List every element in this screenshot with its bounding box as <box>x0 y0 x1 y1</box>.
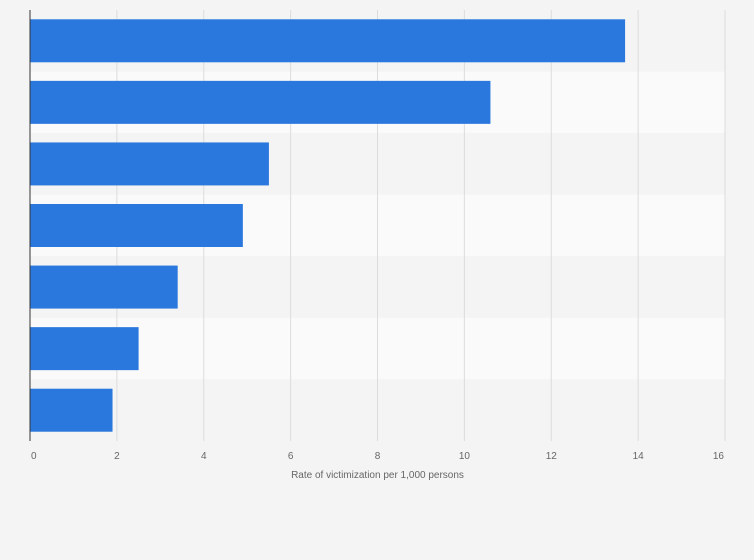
bar[interactable] <box>30 327 139 371</box>
x-tick-label: 14 <box>633 451 645 462</box>
bar[interactable] <box>30 19 626 63</box>
x-tick-label: 16 <box>713 451 725 462</box>
x-tick-label: 6 <box>288 451 294 462</box>
x-tick-label: 2 <box>114 451 120 462</box>
x-tick-label: 12 <box>546 451 558 462</box>
bar[interactable] <box>30 265 178 309</box>
bar[interactable] <box>30 142 269 186</box>
x-tick-label: 0 <box>31 451 37 462</box>
x-axis-title: Rate of victimization per 1,000 persons <box>291 470 464 481</box>
bar[interactable] <box>30 80 491 124</box>
x-tick-labels: 0 2 4 6 8 10 12 14 16 <box>31 451 724 462</box>
x-tick-label: 10 <box>459 451 471 462</box>
x-tick-label: 4 <box>201 451 207 462</box>
bar[interactable] <box>30 388 113 432</box>
x-tick-label: 8 <box>375 451 381 462</box>
bars <box>30 19 626 432</box>
bar[interactable] <box>30 204 243 247</box>
